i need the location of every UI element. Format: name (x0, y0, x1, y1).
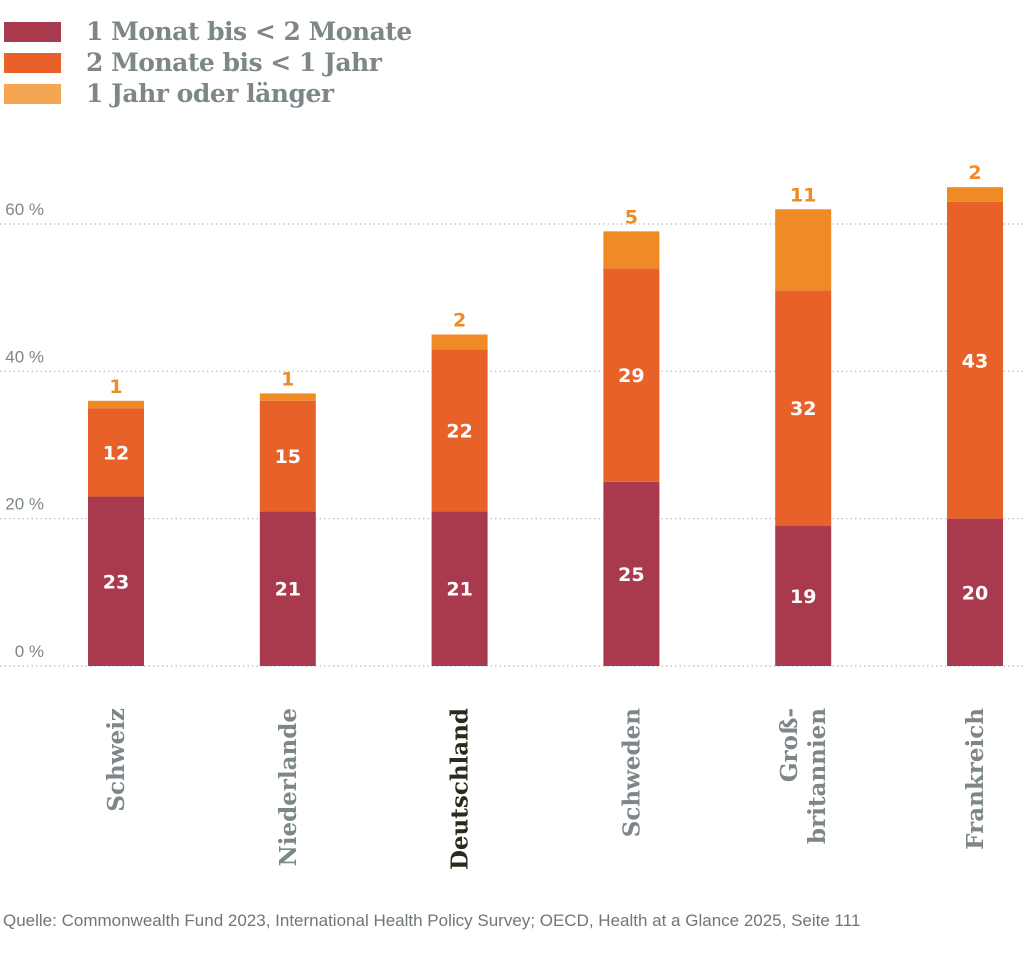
y-tick-label: 20 % (5, 495, 44, 514)
bar-segment (603, 231, 660, 269)
y-tick-label: 40 % (5, 347, 44, 366)
bar-segment (947, 201, 1003, 519)
segment-value-label: 12 (103, 442, 129, 464)
category-label-line: Deutschland (447, 708, 474, 870)
y-tick-label: 60 % (5, 200, 44, 219)
segment-value-label: 23 (103, 571, 129, 593)
stacked-bar-chart: 0 %20 %40 %60 % 231212115121222252951932… (0, 162, 1024, 870)
segment-value-label: 43 (962, 350, 988, 372)
category-label: Groß-britannien (776, 708, 831, 844)
category-label-line: Groß- (776, 708, 803, 782)
bar-segment (259, 400, 316, 512)
top-value-label: 2 (968, 162, 981, 184)
y-tick-label: 0 % (15, 642, 44, 661)
segment-value-label: 25 (618, 564, 644, 586)
bar-segment (603, 268, 660, 482)
category-label-line: Schweden (618, 708, 645, 837)
category-label-line: Niederlande (275, 708, 302, 866)
y-axis-ticks: 0 % 20 % 40 % 60 % (5, 200, 44, 661)
bar-segment (947, 187, 1003, 202)
top-value-label: 5 (625, 206, 638, 228)
category-label: Schweden (618, 708, 645, 837)
top-value-label: 2 (453, 310, 466, 332)
segment-value-label: 32 (790, 398, 816, 420)
bar-segment (259, 393, 316, 401)
category-label: Frankreich (962, 708, 989, 850)
segment-value-label: 29 (618, 365, 644, 387)
bar-segment (431, 349, 488, 512)
category-label-line: britannien (804, 708, 831, 844)
category-label-line: Frankreich (962, 708, 989, 850)
bar-segment (775, 290, 832, 527)
bar-segment (775, 526, 832, 666)
segment-value-label: 15 (275, 446, 301, 468)
legend-label: 1 Jahr oder länger (86, 79, 334, 108)
bar-segment (88, 408, 144, 497)
bar-segment (775, 209, 832, 291)
legend-item-1-year-plus: 1 Jahr oder länger (4, 78, 412, 109)
segment-value-label: 20 (962, 582, 988, 604)
category-label: Niederlande (275, 708, 302, 866)
bar-segment (603, 481, 660, 666)
legend-label: 2 Monate bis < 1 Jahr (86, 48, 382, 77)
gridlines (0, 223, 1024, 667)
segment-value-label: 21 (275, 579, 301, 601)
source-note: Quelle: Commonwealth Fund 2023, Internat… (3, 911, 861, 930)
bars (88, 187, 1003, 666)
segment-value-label: 22 (446, 420, 472, 442)
bar-segment (88, 400, 144, 409)
category-label: Deutschland (447, 708, 474, 870)
bar-segment (431, 334, 488, 350)
legend-swatch (4, 21, 61, 42)
category-label: Schweiz (103, 708, 130, 812)
legend-item-1-2-months: 1 Monat bis < 2 Monate (4, 16, 412, 47)
legend: 1 Monat bis < 2 Monate 2 Monate bis < 1 … (4, 16, 412, 109)
legend-swatch (4, 83, 61, 104)
category-label-line: Schweiz (103, 708, 130, 812)
segment-value-label: 21 (446, 579, 472, 601)
segment-value-label: 19 (790, 586, 816, 608)
top-value-label: 1 (281, 368, 294, 390)
legend-label: 1 Monat bis < 2 Monate (86, 17, 412, 46)
bar-segment (947, 518, 1003, 666)
x-axis-categories: Schweiz Niederlande Deutschland Schweden Gro… (103, 708, 989, 870)
legend-swatch (4, 52, 61, 73)
bar-segment (88, 496, 144, 666)
bar-segment (431, 511, 488, 666)
top-value-label: 1 (109, 376, 122, 398)
bar-segment (259, 511, 316, 666)
legend-item-2-months-1-year: 2 Monate bis < 1 Jahr (4, 47, 412, 78)
top-value-label: 11 (790, 184, 816, 206)
